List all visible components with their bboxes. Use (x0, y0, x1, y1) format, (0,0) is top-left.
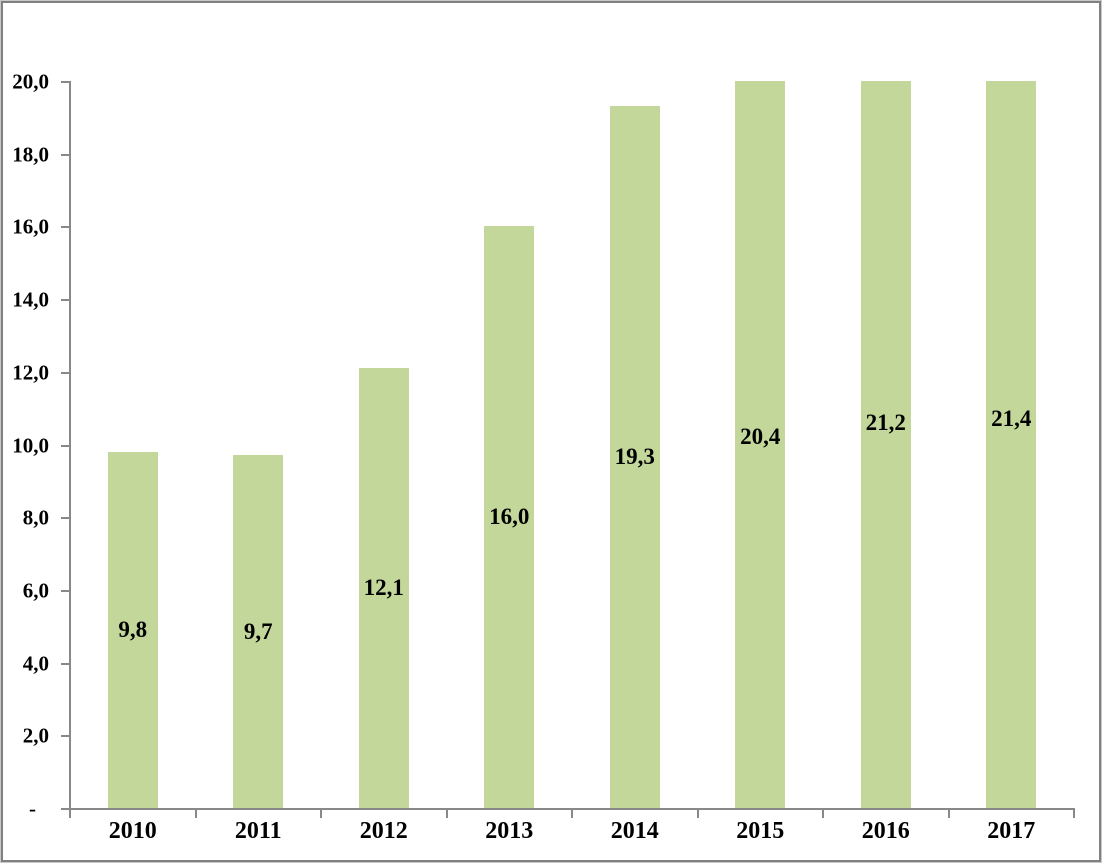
y-axis-line (69, 81, 71, 810)
x-tick (320, 810, 322, 818)
x-axis-label: 2015 (736, 818, 785, 844)
y-axis-label: 10,0 (12, 433, 49, 457)
bar-value-label: 21,4 (991, 406, 1032, 432)
x-axis-label: 2010 (108, 818, 157, 844)
bar-value-label: 21,2 (865, 409, 906, 435)
x-axis-line (69, 808, 1075, 810)
y-axis-label: 12,0 (12, 360, 49, 385)
y-tick (61, 662, 69, 665)
x-tick (696, 810, 699, 818)
bar-2016 (860, 81, 911, 808)
x-tick (1073, 810, 1075, 818)
y-tick (61, 371, 69, 374)
bar-value-label: 9,8 (118, 616, 148, 642)
y-axis-label: 18,0 (12, 142, 49, 167)
bar-2014 (609, 106, 660, 808)
bar-2012 (358, 368, 409, 808)
y-tick (61, 81, 69, 83)
y-tick (61, 299, 69, 302)
x-tick (822, 810, 824, 818)
x-axis-label: 2016 (861, 818, 910, 844)
x-axis-label: 2017 (987, 818, 1036, 844)
y-axis-label: 4,0 (22, 651, 49, 676)
y-tick (61, 808, 69, 810)
y-axis-label: 2,0 (22, 723, 49, 748)
bar-2011 (233, 455, 284, 808)
y-axis-label: - (29, 796, 36, 821)
x-tick (194, 810, 197, 818)
y-tick (61, 589, 69, 592)
y-axis-label: 8,0 (22, 505, 49, 530)
x-axis-label: 2012 (359, 818, 408, 844)
bar-2010 (107, 451, 158, 808)
x-tick (571, 810, 573, 818)
bar-value-label: 20,4 (740, 424, 781, 450)
y-axis-label: 20,0 (12, 69, 49, 94)
bar-value-label: 16,0 (489, 504, 530, 530)
y-axis-label: 6,0 (22, 578, 49, 603)
y-tick (61, 153, 69, 156)
y-axis-label: 16,0 (12, 214, 49, 239)
x-tick (445, 810, 448, 818)
bar-value-label: 19,3 (614, 444, 655, 470)
x-axis-label: 2014 (610, 818, 659, 844)
y-tick (61, 735, 69, 738)
bar-2013 (484, 226, 535, 808)
x-axis-label: 2013 (485, 818, 534, 844)
x-tick (69, 810, 71, 818)
x-axis-label: 2011 (234, 818, 282, 844)
bar-value-label: 12,1 (363, 575, 404, 601)
bar-value-label: 9,7 (243, 618, 273, 644)
y-tick (61, 226, 69, 229)
y-axis-label: 14,0 (12, 287, 49, 312)
bar-2015 (735, 81, 786, 808)
bar-2017 (986, 81, 1037, 808)
y-tick (61, 517, 69, 520)
x-tick (947, 810, 950, 818)
y-tick (61, 444, 69, 447)
